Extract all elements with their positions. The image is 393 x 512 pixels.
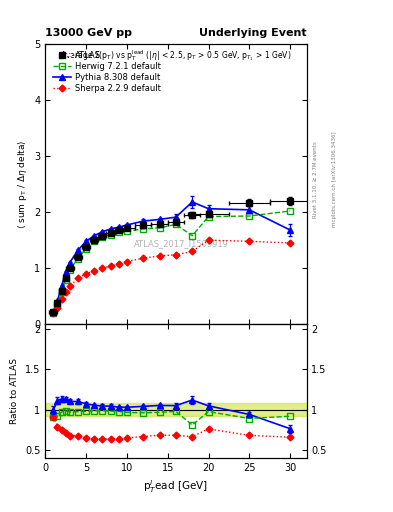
Text: Rivet 3.1.10, ≥ 2.7M events: Rivet 3.1.10, ≥ 2.7M events <box>312 141 318 218</box>
Text: Average $\Sigma$(p$_T$) vs p$_T^{\rm lead}$ ($|\eta|$ < 2.5, p$_T$ > 0.5 GeV, p$: Average $\Sigma$(p$_T$) vs p$_T^{\rm lea… <box>60 48 292 62</box>
Text: 13000 GeV pp: 13000 GeV pp <box>45 28 132 38</box>
Text: Underlying Event: Underlying Event <box>199 28 307 38</box>
Text: ATLAS_2017_I1509919: ATLAS_2017_I1509919 <box>134 239 229 248</box>
Legend: ATLAS, Herwig 7.2.1 default, Pythia 8.308 default, Sherpa 2.2.9 default: ATLAS, Herwig 7.2.1 default, Pythia 8.30… <box>50 48 164 97</box>
Y-axis label: Ratio to ATLAS: Ratio to ATLAS <box>10 358 19 424</box>
X-axis label: p$_T^{l}$ead [GeV]: p$_T^{l}$ead [GeV] <box>143 479 208 496</box>
Bar <box>45 403 307 416</box>
Y-axis label: $\langle$ sum p$_{\rm T}$ / $\Delta\eta$ delta$\rangle$: $\langle$ sum p$_{\rm T}$ / $\Delta\eta$… <box>16 139 29 229</box>
Text: mcplots.cern.ch [arXiv:1306.3436]: mcplots.cern.ch [arXiv:1306.3436] <box>332 132 337 227</box>
